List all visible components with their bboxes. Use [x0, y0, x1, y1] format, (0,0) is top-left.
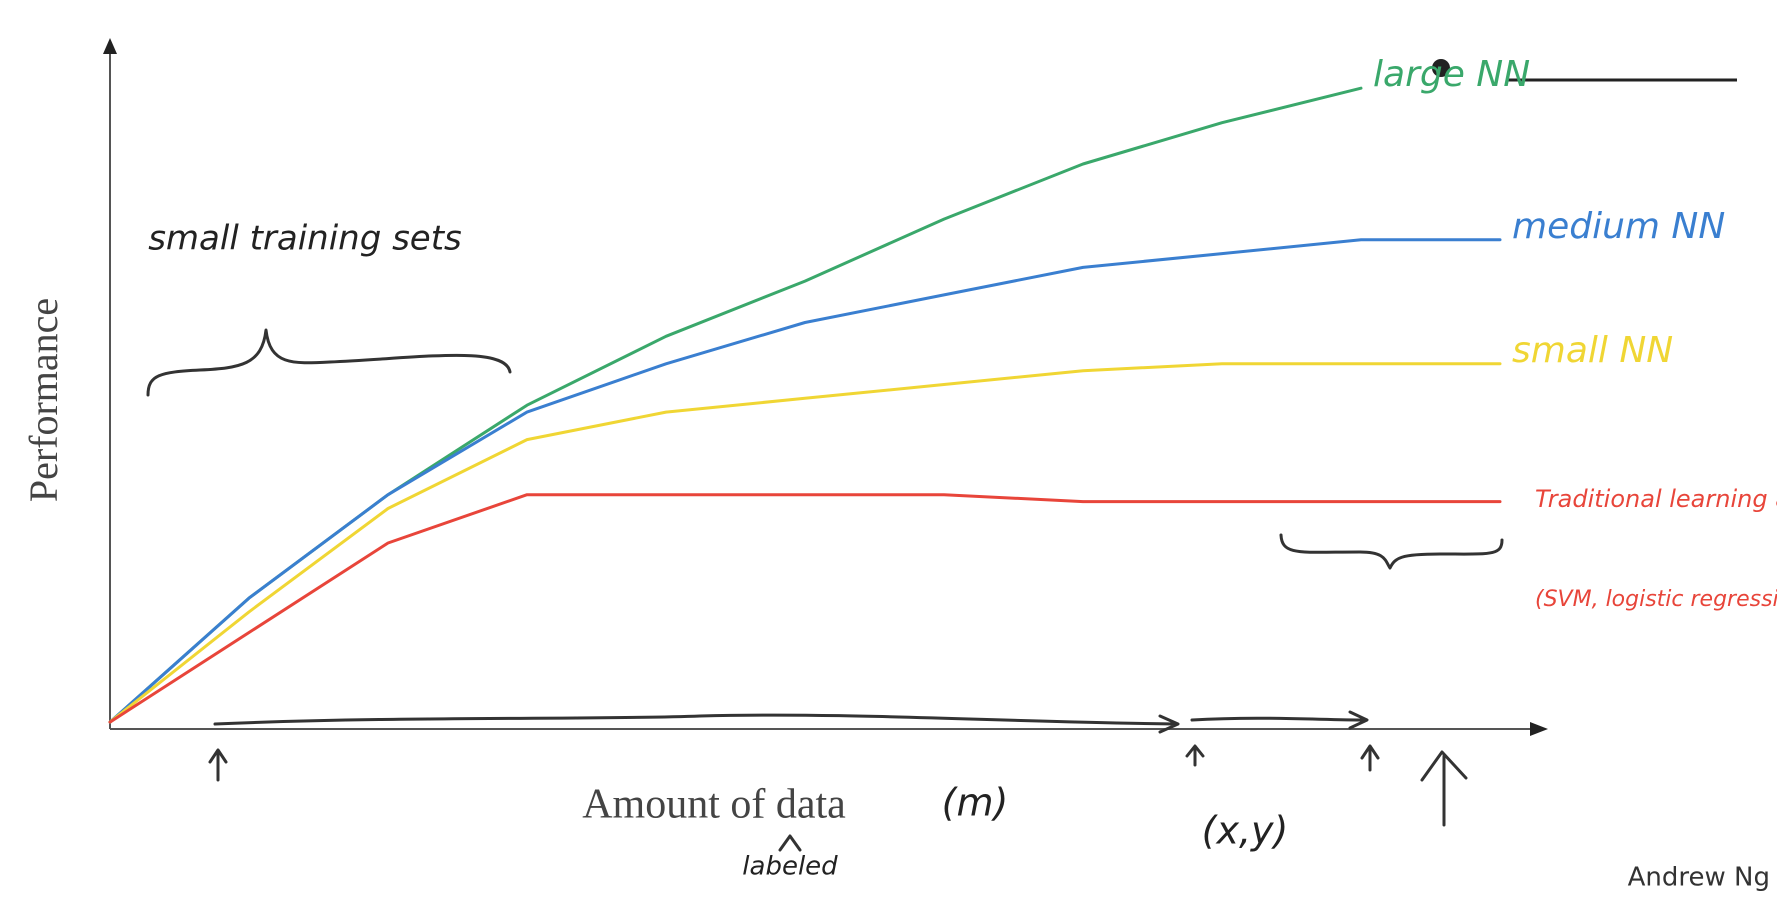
series-label: Traditional learning algo	[1535, 485, 1777, 513]
arrow	[208, 748, 228, 782]
y-axis-label: Performance	[21, 298, 66, 502]
series-label: small NN	[1512, 330, 1673, 371]
annotation: small training sets	[148, 219, 462, 259]
x-axis-arrow	[1530, 722, 1548, 736]
series-label: large NN	[1373, 54, 1530, 95]
series-line	[108, 362, 1502, 724]
x-axis-label: Amount of data	[582, 782, 846, 828]
arrow	[1360, 744, 1380, 772]
annotation: (m)	[942, 781, 1009, 825]
annotation: (x,y)	[1202, 809, 1289, 853]
credit: Andrew Ng	[1628, 863, 1770, 893]
brace	[1279, 533, 1504, 570]
series-line	[108, 238, 1502, 724]
arrow	[1185, 744, 1205, 767]
highlight-dot	[1432, 59, 1450, 77]
series-line	[108, 493, 1502, 724]
arrow	[1190, 710, 1369, 730]
arrow	[1420, 750, 1468, 827]
brace	[146, 328, 512, 397]
annotation: labeled	[742, 852, 838, 882]
annotation: (SVM, logistic regression,...)	[1535, 587, 1777, 612]
arrow	[213, 713, 1180, 734]
y-axis-arrow	[103, 38, 117, 54]
series-label: medium NN	[1512, 206, 1725, 247]
caret	[778, 834, 802, 852]
